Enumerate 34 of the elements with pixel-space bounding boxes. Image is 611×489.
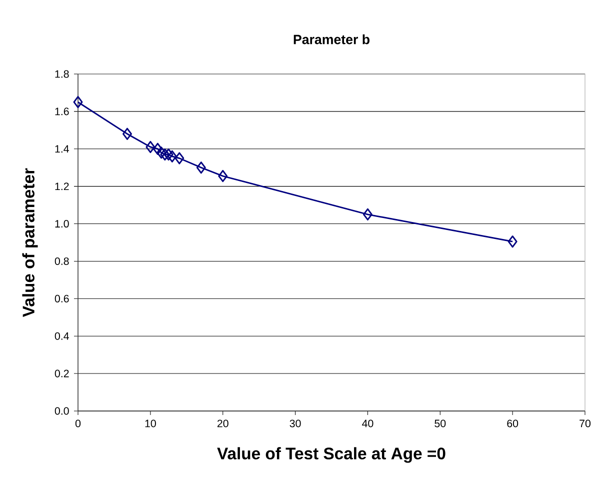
- x-tick-label: 70: [580, 420, 591, 428]
- x-tick-label: 40: [362, 420, 374, 428]
- point: [146, 140, 156, 154]
- y-tick-label: 1.0: [55, 220, 69, 228]
- y-axis-title: Value of parameter: [22, 168, 38, 317]
- point: [218, 170, 228, 182]
- point: [152, 142, 162, 155]
- y-tick-label: 1.6: [55, 108, 69, 116]
- x-tick-label: 10: [145, 420, 156, 428]
- y-tick-label: 1.2: [55, 182, 69, 190]
- y-tick-label: 1.8: [55, 70, 69, 78]
- y-tick-label: 0.4: [54, 332, 69, 340]
- y-tick-label: 0.2: [54, 370, 69, 378]
- point: [164, 148, 174, 161]
- x-tick-label: 50: [434, 420, 446, 428]
- x-tick-label: 60: [507, 420, 518, 428]
- point: [196, 162, 206, 174]
- point: [167, 150, 177, 162]
- x-axis-title: Value of Test Scale at Age =0: [217, 447, 446, 463]
- x-tick-label: 20: [217, 420, 228, 428]
- point: [122, 128, 132, 140]
- point: [508, 235, 518, 248]
- point: [160, 148, 170, 161]
- x-tick-label: 30: [290, 420, 301, 428]
- y-tick-label: 0.0: [54, 407, 69, 415]
- y-tick-label: 0.6: [54, 294, 69, 302]
- y-tick-label: 1.4: [55, 145, 69, 153]
- point: [174, 152, 184, 164]
- point: [362, 208, 372, 220]
- point: [73, 96, 83, 108]
- x-tick-label: 0: [75, 420, 81, 428]
- chart-title: Parameter b: [294, 34, 370, 44]
- y-tick-label: 0.8: [54, 257, 69, 265]
- point: [156, 146, 166, 159]
